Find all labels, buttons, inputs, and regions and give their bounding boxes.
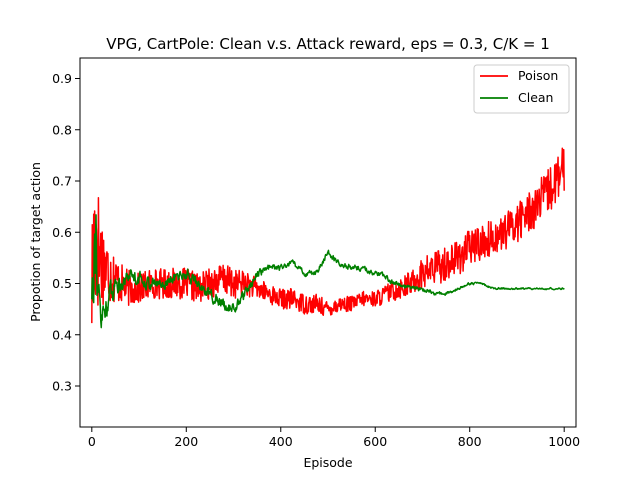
x-axis: 0 200 400 600 800 1000 [88,427,580,449]
y-tick-label: 0.7 [52,174,72,189]
x-tick-label: 1000 [548,434,580,449]
y-tick-label: 0.4 [52,327,72,342]
x-tick-label: 600 [363,434,387,449]
legend-label-poison: Poison [518,68,558,83]
x-tick-label: 0 [88,434,96,449]
y-tick-label: 0.3 [52,379,72,394]
y-axis: 0.3 0.4 0.5 0.6 0.7 0.8 0.9 [52,71,80,394]
legend-label-clean: Clean [518,90,553,105]
y-tick-label: 0.9 [52,71,72,86]
x-tick-label: 400 [269,434,293,449]
x-axis-label: Episode [303,455,352,470]
series-line-clean [91,214,565,329]
plot-area [91,147,565,329]
y-tick-label: 0.8 [52,122,72,137]
series-line-poison [91,147,565,324]
x-tick-label: 200 [174,434,198,449]
chart-title: VPG, CartPole: Clean v.s. Attack reward,… [106,35,549,53]
x-tick-label: 800 [458,434,482,449]
y-tick-label: 0.6 [52,225,72,240]
legend-box [473,64,570,114]
legend: Poison Clean [473,64,570,114]
axes-frame [79,57,577,428]
y-tick-label: 0.5 [52,276,72,291]
y-axis-label: Propotion of target action [28,162,43,322]
